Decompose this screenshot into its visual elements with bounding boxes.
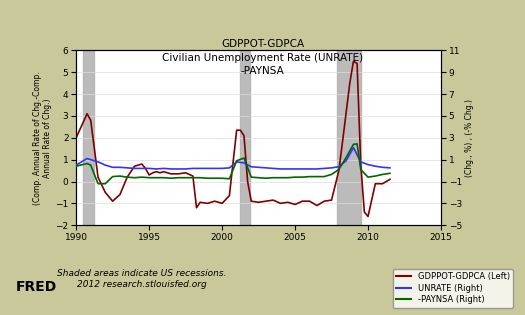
Text: Shaded areas indicate US recessions.
2012 research.stlouisfed.org: Shaded areas indicate US recessions. 201… xyxy=(57,269,226,289)
Y-axis label: (Comp. Annual Rate of Chg.-Comp.
Annual Rate of Chg.): (Comp. Annual Rate of Chg.-Comp. Annual … xyxy=(33,71,53,205)
Legend: GDPPOT-GDPCA (Left), UNRATE (Right), -PAYNSA (Right): GDPPOT-GDPCA (Left), UNRATE (Right), -PA… xyxy=(393,269,513,308)
Bar xyxy=(338,50,361,225)
Text: GDPPOT-GDPCA
Civilian Unemployment Rate (UNRATE)
-PAYNSA: GDPPOT-GDPCA Civilian Unemployment Rate … xyxy=(162,39,363,76)
Bar xyxy=(83,50,94,225)
Bar xyxy=(240,50,250,225)
Y-axis label: (Chg., %) , (-% Chg.): (Chg., %) , (-% Chg.) xyxy=(465,99,474,177)
Text: FRED: FRED xyxy=(16,280,57,294)
